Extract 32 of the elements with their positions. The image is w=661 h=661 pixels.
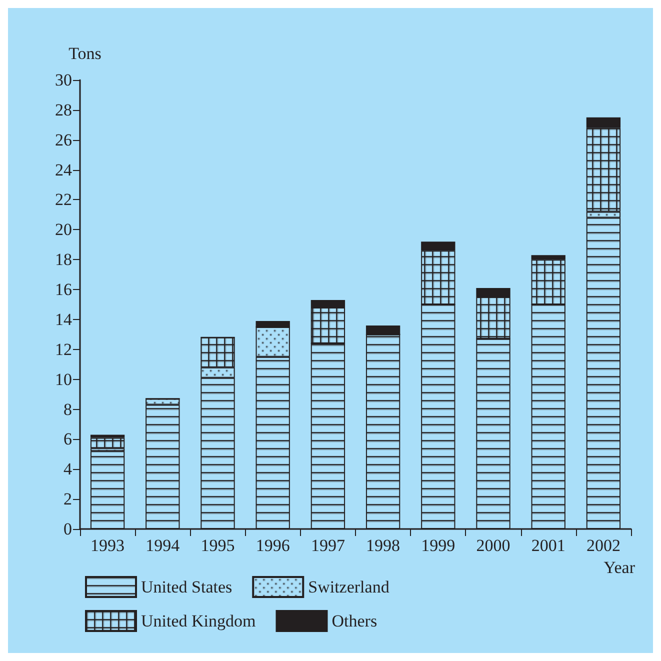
x-tick-label: 2001 <box>531 536 566 555</box>
y-tick-label: 4 <box>64 460 72 479</box>
y-tick-label: 16 <box>55 280 72 300</box>
legend-label: Switzerland <box>308 578 390 596</box>
y-axis-title: Tons <box>68 44 102 63</box>
y-tick-label: 14 <box>55 310 72 329</box>
y-tick-label: 20 <box>55 220 72 240</box>
x-tick-label: 1999 <box>421 536 456 555</box>
x-tick-label: 1994 <box>146 536 180 555</box>
x-tick-label: 2002 <box>586 536 620 555</box>
x-tick-label: 1995 <box>200 536 235 555</box>
legend-label: United Kingdom <box>141 612 256 630</box>
legend-label: Others <box>332 612 378 630</box>
x-tick-label: 1998 <box>366 536 400 555</box>
y-tick-label: 22 <box>55 190 72 210</box>
y-tick-label: 2 <box>64 490 72 509</box>
legend-label: United States <box>141 578 232 596</box>
x-tick-label: 1993 <box>90 536 125 555</box>
y-tick-label: 10 <box>55 370 72 389</box>
y-tick-label: 0 <box>64 520 72 538</box>
y-tick-label: 18 <box>55 250 72 270</box>
y-tick-label: 24 <box>55 160 72 180</box>
y-tick-label: 30 <box>55 70 72 90</box>
y-tick-label: 6 <box>64 430 72 449</box>
y-tick-label: 12 <box>55 340 72 359</box>
x-tick-label: 1996 <box>256 536 290 555</box>
x-tick-label: 1997 <box>310 536 346 555</box>
x-axis-title: Year <box>604 558 636 577</box>
x-tick-label: 2000 <box>476 536 510 555</box>
y-tick-label: 26 <box>55 130 72 150</box>
y-tick-label: 8 <box>64 400 72 419</box>
y-tick-label: 28 <box>55 100 72 120</box>
